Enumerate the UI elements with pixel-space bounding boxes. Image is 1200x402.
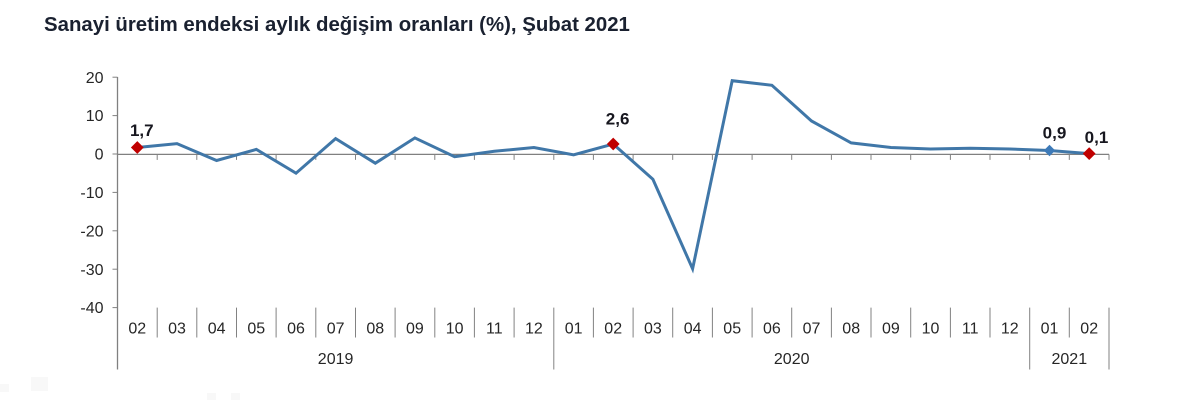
svg-text:2,6: 2,6 [606,110,630,129]
svg-text:-10: -10 [80,185,103,202]
svg-text:09: 09 [882,321,900,338]
svg-text:02: 02 [128,321,146,338]
svg-text:01: 01 [565,321,583,338]
svg-text:02: 02 [1080,321,1098,338]
svg-text:05: 05 [723,321,741,338]
svg-text:10: 10 [922,321,940,338]
svg-text:09: 09 [406,321,424,338]
svg-text:08: 08 [366,321,384,338]
svg-text:04: 04 [684,321,702,338]
svg-text:07: 07 [327,321,345,338]
svg-text:01: 01 [1041,321,1059,338]
svg-text:0,9: 0,9 [1043,123,1067,142]
svg-text:04: 04 [208,321,226,338]
svg-text:02: 02 [604,321,622,338]
svg-text:-20: -20 [80,223,103,240]
svg-text:-40: -40 [80,300,103,317]
svg-text:06: 06 [287,321,305,338]
svg-text:12: 12 [1001,321,1019,338]
svg-text:1,7: 1,7 [130,121,154,140]
svg-text:Sanayi üretim endeksi aylık de: Sanayi üretim endeksi aylık değişim oran… [44,14,630,36]
svg-text:12: 12 [525,321,543,338]
svg-text:2019: 2019 [318,351,354,368]
svg-text:0: 0 [95,147,104,164]
svg-text:2021: 2021 [1052,351,1088,368]
svg-text:-30: -30 [80,262,103,279]
svg-text:2020: 2020 [774,351,810,368]
svg-text:10: 10 [86,108,104,125]
svg-text:11: 11 [962,321,979,338]
svg-text:07: 07 [803,321,821,338]
svg-text:06: 06 [763,321,781,338]
svg-text:03: 03 [168,321,186,338]
svg-text:10: 10 [446,321,464,338]
svg-text:0,1: 0,1 [1085,128,1109,147]
svg-text:03: 03 [644,321,662,338]
svg-text:08: 08 [842,321,860,338]
svg-text:11: 11 [486,321,503,338]
svg-text:20: 20 [86,70,104,87]
svg-text:05: 05 [247,321,265,338]
